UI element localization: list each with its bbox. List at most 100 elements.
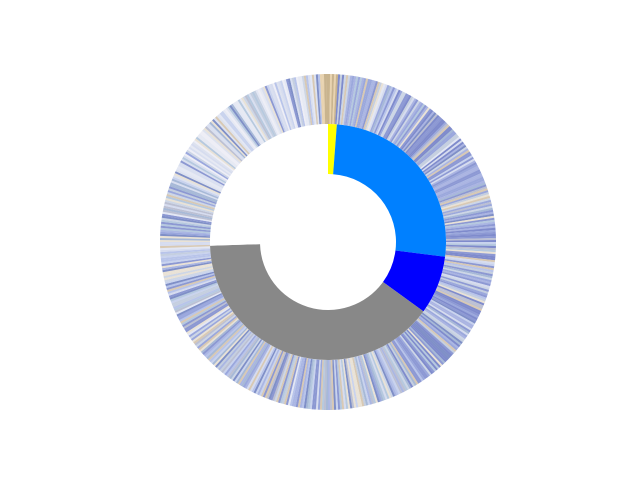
outer-segment	[435, 171, 482, 194]
outer-segment	[391, 340, 421, 384]
outer-segment	[182, 300, 227, 328]
outer-segment	[262, 350, 284, 398]
outer-segment	[434, 290, 482, 313]
outer-segment	[392, 339, 422, 383]
outer-segment	[160, 237, 211, 241]
outer-segment	[398, 335, 431, 377]
outer-segment	[204, 322, 243, 358]
outer-segment	[216, 114, 251, 154]
outer-segment	[351, 357, 365, 407]
outer-segment	[430, 158, 475, 185]
outer-segment	[319, 74, 324, 125]
outer-segment	[332, 359, 337, 410]
outer-segment	[353, 356, 367, 407]
outer-segment	[161, 257, 212, 267]
outer-segment	[209, 325, 246, 363]
outer-segment	[367, 83, 386, 132]
outer-segment	[191, 311, 234, 343]
outer-segment	[160, 225, 211, 233]
outer-segment	[438, 281, 487, 300]
outer-segment	[440, 192, 490, 209]
outer-segment	[445, 251, 496, 259]
outer-segment	[381, 92, 407, 138]
outer-segment	[339, 359, 347, 410]
outer-segment	[283, 355, 299, 405]
outer-segment	[309, 359, 317, 410]
outer-segment	[407, 328, 443, 367]
outer-segment	[232, 102, 263, 145]
outer-segment	[166, 274, 215, 291]
outer-segment	[441, 197, 491, 213]
outer-segment	[299, 76, 310, 126]
outer-segment	[340, 359, 349, 410]
outer-segment	[232, 339, 263, 382]
outer-segment	[384, 345, 410, 390]
outer-segment	[445, 231, 496, 237]
outer-segment	[168, 186, 217, 205]
outer-segment	[227, 336, 259, 378]
outer-segment	[401, 333, 435, 374]
outer-segment	[183, 154, 228, 183]
outer-segment	[270, 83, 289, 132]
outer-segment	[260, 87, 283, 134]
outer-segment	[340, 74, 349, 125]
outer-segment	[213, 117, 249, 156]
outer-segment	[222, 333, 256, 375]
outer-segment	[401, 111, 435, 151]
outer-segment	[445, 237, 496, 241]
outer-segment	[357, 79, 373, 129]
outer-segment	[195, 314, 236, 348]
outer-segment	[375, 349, 397, 397]
outer-segment	[164, 268, 214, 283]
outer-segment	[427, 151, 471, 180]
outer-segment	[439, 279, 488, 298]
outer-segment	[372, 86, 394, 134]
outer-segment	[441, 274, 490, 291]
outer-segment	[177, 165, 223, 190]
outer-segment	[258, 349, 281, 397]
outer-segment	[181, 299, 226, 326]
outer-segment	[160, 235, 211, 240]
outer-segment	[431, 160, 476, 186]
outer-segment	[162, 213, 212, 224]
outer-segment	[224, 108, 257, 150]
outer-segment	[377, 348, 401, 395]
outer-segment	[199, 132, 239, 166]
outer-segment	[342, 75, 351, 126]
outer-segment	[162, 261, 212, 273]
outer-segment	[423, 310, 466, 341]
outer-segment	[354, 356, 369, 406]
outer-segment	[357, 355, 373, 405]
outer-segment	[277, 354, 295, 403]
outer-segment	[436, 174, 483, 197]
outer-segment	[363, 81, 381, 130]
outer-segment	[162, 263, 213, 275]
outer-segment	[423, 143, 466, 174]
outer-segment	[394, 338, 426, 381]
outer-segment	[279, 355, 296, 404]
outer-segment	[219, 112, 254, 152]
outer-segment	[197, 135, 237, 169]
outer-segment	[336, 359, 343, 410]
outer-segment	[445, 254, 496, 263]
outer-segment	[413, 322, 452, 358]
outer-segment	[283, 79, 299, 129]
outer-segment	[272, 82, 291, 131]
outer-segment	[441, 193, 490, 210]
outer-segment	[369, 351, 390, 400]
outer-segment	[417, 318, 457, 352]
outer-segment	[335, 74, 341, 125]
outer-segment	[164, 270, 214, 285]
outer-segment	[291, 77, 305, 127]
outer-segment	[405, 330, 440, 370]
outer-segment	[354, 78, 369, 128]
outer-segment	[194, 313, 236, 346]
outer-segment	[166, 193, 215, 210]
outer-segment	[409, 120, 446, 158]
outer-segment	[272, 353, 291, 402]
outer-segment	[200, 319, 240, 354]
outer-segment	[163, 207, 213, 220]
outer-segment	[162, 211, 212, 223]
outer-segment	[295, 357, 307, 408]
